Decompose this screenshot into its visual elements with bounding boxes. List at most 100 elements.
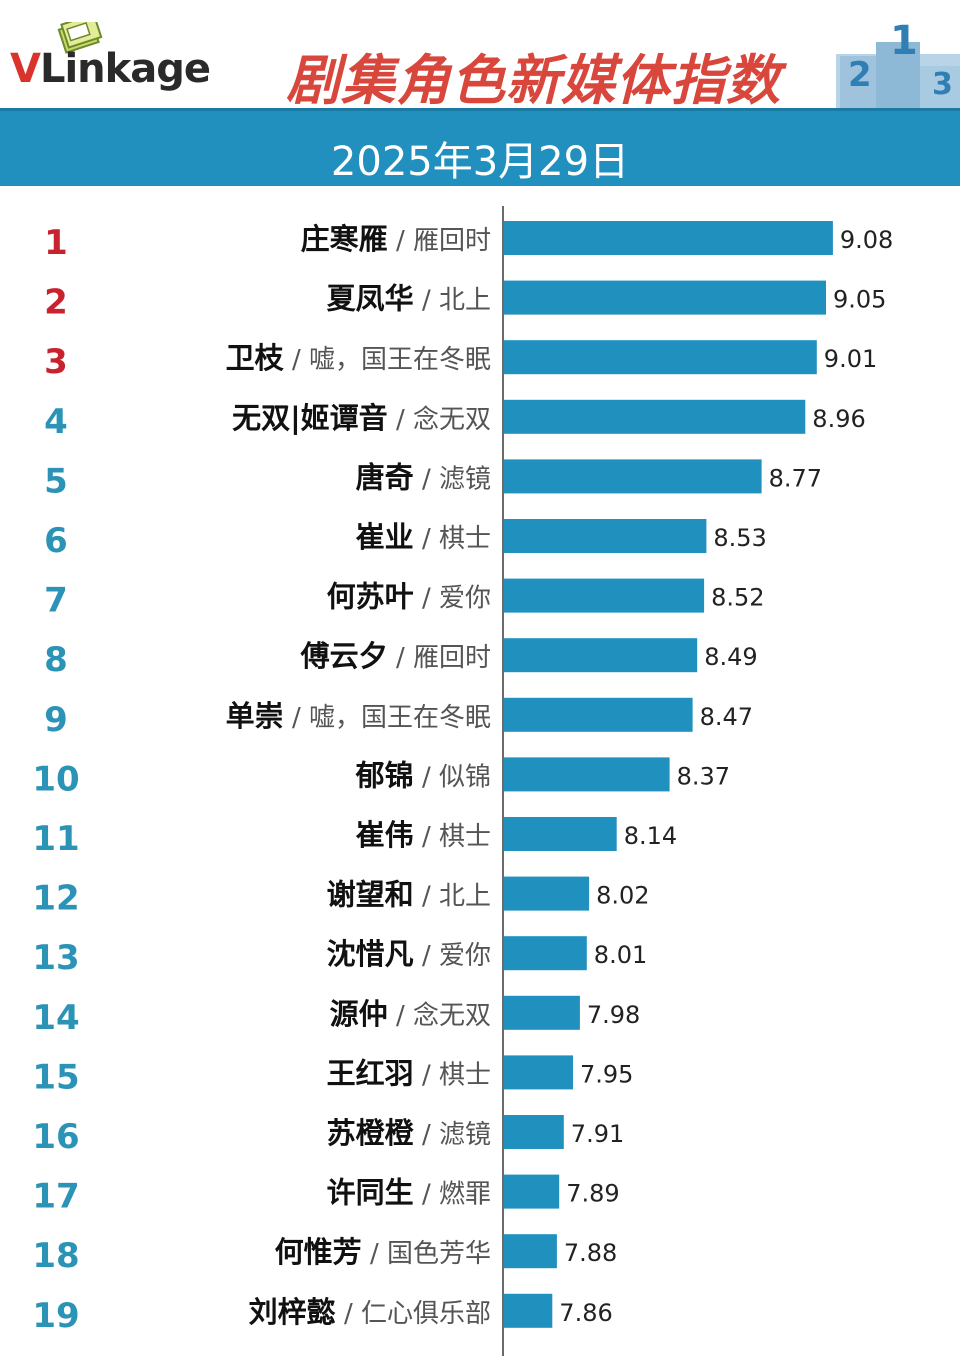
label-separator: / [362, 1239, 387, 1269]
drama-title: 似锦 [439, 762, 491, 792]
rank-number: 3 [44, 342, 68, 382]
row-label: 王红羽 / 棋士 [327, 1056, 491, 1090]
label-separator: / [414, 822, 439, 852]
row-label: 源仲 / 念无双 [330, 997, 491, 1031]
data-bar [504, 1115, 564, 1149]
character-name: 庄寒雁 [301, 222, 388, 256]
drama-title: 爱你 [439, 941, 491, 971]
value-label: 8.96 [812, 405, 865, 433]
rank-number: 19 [32, 1296, 79, 1336]
label-separator: / [388, 405, 413, 435]
rank-number: 12 [32, 879, 79, 919]
data-bar [504, 221, 833, 255]
row-label: 许同生 / 燃罪 [327, 1176, 491, 1210]
character-name: 许同生 [327, 1176, 414, 1210]
rank-number: 8 [44, 640, 68, 680]
label-separator: / [388, 643, 413, 673]
date-label: 2025年3月29日 [330, 139, 630, 185]
rank-number: 2 [44, 283, 68, 323]
row-label: 卫枝 / 嘘，国王在冬眠 [226, 341, 491, 375]
value-label: 8.01 [594, 941, 647, 969]
drama-title: 嘘，国王在冬眠 [309, 345, 491, 375]
character-name: 源仲 [330, 997, 388, 1031]
value-label: 9.01 [824, 345, 877, 373]
drama-title: 雁回时 [413, 226, 491, 256]
svg-text:1: 1 [890, 18, 918, 64]
rank-number: 14 [32, 998, 79, 1038]
rank-number: 15 [32, 1057, 79, 1097]
podium-icon: 2 1 3 [836, 18, 960, 108]
row-label: 单崇 / 嘘，国王在冬眠 [226, 699, 491, 733]
value-label: 8.77 [769, 464, 822, 492]
character-name: 傅云夕 [300, 639, 388, 673]
drama-title: 念无双 [413, 1001, 491, 1031]
drama-title: 滤镜 [439, 1120, 491, 1150]
row-label: 何惟芳 / 国色芳华 [275, 1235, 491, 1269]
row-label: 沈惜凡 / 爱你 [327, 937, 491, 971]
data-bar [504, 757, 670, 792]
drama-title: 棋士 [439, 524, 491, 554]
row-label: 庄寒雁 / 雁回时 [301, 222, 491, 256]
rank-number: 13 [32, 938, 79, 978]
value-label: 8.47 [700, 703, 753, 731]
data-bar [504, 1293, 553, 1328]
value-label: 7.91 [571, 1120, 624, 1148]
value-label: 8.37 [677, 762, 730, 790]
row-label: 郁锦 / 似锦 [355, 758, 491, 792]
value-label: 7.98 [587, 1001, 640, 1029]
data-bar [504, 817, 617, 851]
rank-number: 7 [44, 581, 68, 621]
brand-logo: VLinkage [10, 46, 211, 92]
logo-icon [57, 22, 103, 54]
label-separator: / [414, 464, 439, 494]
data-bar [504, 1174, 560, 1209]
character-name: 单崇 [226, 699, 284, 733]
label-separator: / [414, 762, 439, 792]
value-label: 7.89 [566, 1180, 619, 1208]
brand-logo-rest: Linkage [39, 46, 211, 92]
page-title: 剧集角色新媒体指数 [286, 49, 781, 112]
rank-number: 17 [32, 1177, 79, 1217]
svg-text:2: 2 [848, 55, 872, 95]
character-name: 崔业 [356, 520, 414, 554]
row-label: 傅云夕 / 雁回时 [300, 639, 491, 673]
drama-title: 棋士 [439, 1060, 491, 1090]
data-bar [504, 697, 693, 732]
value-label: 8.53 [713, 524, 766, 552]
rank-number: 16 [32, 1117, 79, 1157]
value-label: 8.02 [596, 882, 649, 910]
svg-text:3: 3 [932, 67, 953, 102]
rank-number: 9 [44, 700, 68, 740]
label-separator: / [414, 941, 439, 971]
value-label: 8.49 [704, 643, 757, 671]
label-separator: / [388, 1001, 413, 1031]
drama-title: 仁心俱乐部 [361, 1299, 491, 1329]
character-name: 何惟芳 [275, 1235, 362, 1269]
label-separator: / [336, 1299, 361, 1329]
character-name: 郁锦 [355, 758, 414, 792]
drama-title: 念无双 [413, 405, 491, 435]
row-label: 唐奇 / 滤镜 [356, 460, 491, 494]
data-bar [504, 519, 707, 553]
rank-number: 6 [44, 521, 68, 561]
character-name: 沈惜凡 [327, 937, 414, 971]
rank-number: 5 [44, 461, 68, 501]
data-bar [504, 876, 590, 911]
drama-title: 燃罪 [439, 1180, 491, 1210]
character-name: 崔伟 [356, 818, 414, 852]
character-name: 无双|姬谭音 [232, 401, 388, 435]
data-bar [504, 578, 705, 613]
rank-number: 11 [32, 819, 79, 859]
drama-title: 国色芳华 [387, 1239, 491, 1269]
character-name: 苏橙橙 [327, 1116, 415, 1150]
value-label: 8.52 [711, 584, 764, 612]
label-separator: / [414, 286, 439, 316]
value-label: 9.05 [833, 286, 886, 314]
drama-title: 爱你 [439, 584, 491, 614]
value-label: 7.95 [580, 1060, 633, 1088]
rank-number: 4 [44, 402, 68, 442]
data-bar [504, 995, 580, 1030]
value-label: 9.08 [840, 226, 893, 254]
ranking-chart: 1 庄寒雁 / 雁回时 9.08 2 夏凤华 / 北上 9.05 3 卫枝 / 嘘，国王在冬眠… [32, 206, 893, 1356]
data-bar [504, 1234, 557, 1269]
